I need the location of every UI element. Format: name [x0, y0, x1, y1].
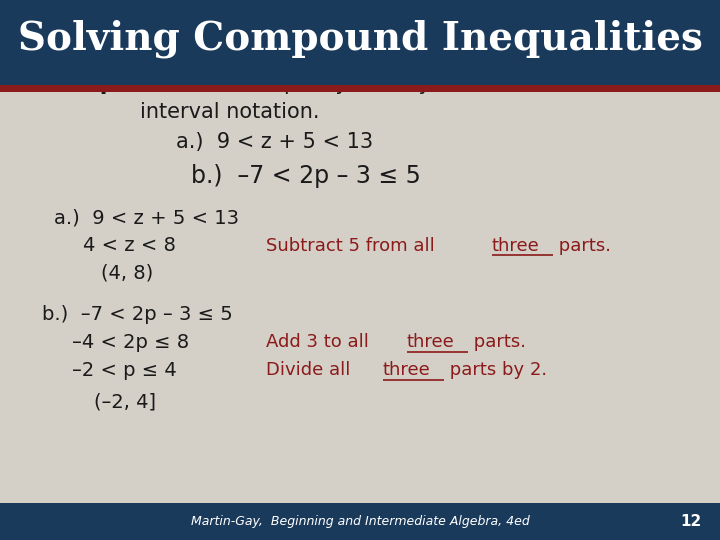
Text: (4, 8): (4, 8): [101, 263, 153, 282]
Text: b.)  –7 < 2p – 3 ≤ 5: b.) –7 < 2p – 3 ≤ 5: [191, 164, 420, 188]
Text: –2 < p ≤ 4: –2 < p ≤ 4: [72, 361, 176, 380]
Text: a.)  9 < z + 5 < 13: a.) 9 < z + 5 < 13: [54, 208, 239, 227]
FancyBboxPatch shape: [0, 85, 720, 92]
Text: Solving Compound Inequalities: Solving Compound Inequalities: [17, 19, 703, 58]
Text: Solve the inequality.  Give your answer in: Solve the inequality. Give your answer i…: [140, 73, 573, 94]
Text: (–2, 4]: (–2, 4]: [94, 392, 156, 411]
Text: Add 3 to all: Add 3 to all: [266, 333, 375, 352]
Text: –4 < 2p ≤ 8: –4 < 2p ≤ 8: [72, 333, 189, 352]
FancyBboxPatch shape: [0, 0, 720, 85]
Text: Subtract 5 from all: Subtract 5 from all: [266, 237, 441, 255]
Text: parts by 2.: parts by 2.: [444, 361, 547, 380]
Text: a.)  9 < z + 5 < 13: a.) 9 < z + 5 < 13: [176, 132, 374, 152]
Text: Divide all: Divide all: [266, 361, 356, 380]
Text: three: three: [407, 333, 454, 352]
Text: parts.: parts.: [553, 237, 611, 255]
Text: b.)  –7 < 2p – 3 ≤ 5: b.) –7 < 2p – 3 ≤ 5: [42, 305, 233, 324]
Text: Martin-Gay,  Beginning and Intermediate Algebra, 4ed: Martin-Gay, Beginning and Intermediate A…: [191, 515, 529, 528]
FancyBboxPatch shape: [0, 503, 720, 540]
Text: parts.: parts.: [468, 333, 526, 352]
Text: interval notation.: interval notation.: [140, 102, 320, 122]
Text: Example:: Example:: [32, 73, 148, 94]
Text: 12: 12: [680, 514, 702, 529]
Text: 4 < z < 8: 4 < z < 8: [83, 236, 176, 255]
Text: three: three: [492, 237, 539, 255]
Text: three: three: [383, 361, 431, 380]
